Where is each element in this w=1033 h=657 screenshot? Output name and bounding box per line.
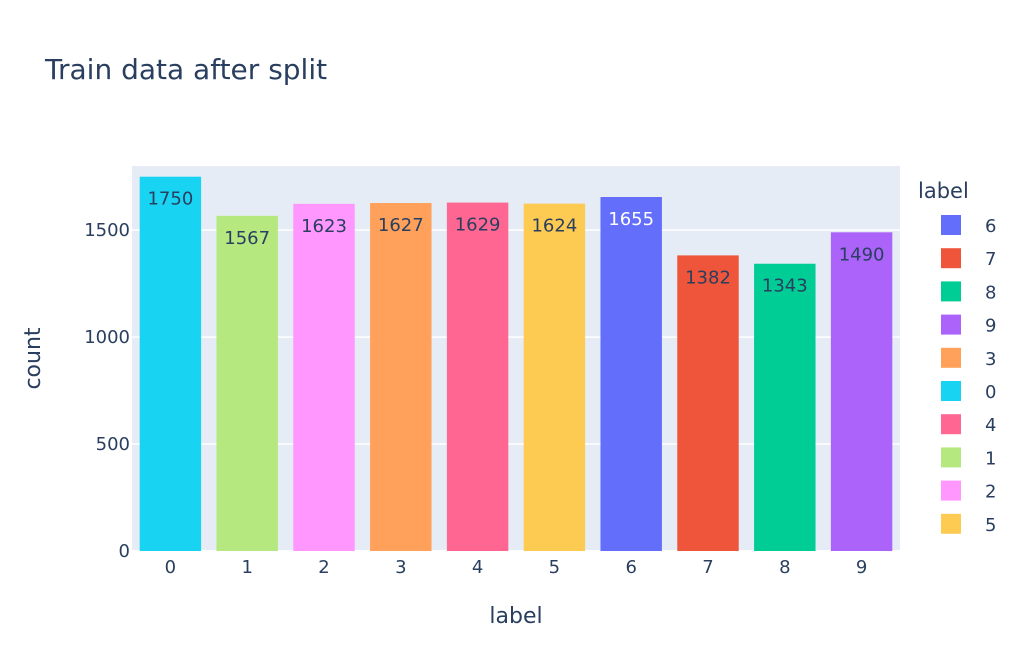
bar-value-label: 1623 [301,216,347,237]
bar-0[interactable] [139,176,202,551]
y-axis-ticks: 0 500 1000 1500 [84,220,130,562]
legend-item-6[interactable]: 6 [941,215,996,237]
legend-item-2[interactable]: 2 [941,480,996,503]
legend-label: 8 [985,282,996,303]
legend-item-7[interactable]: 7 [941,248,996,270]
legend-item-0[interactable]: 0 [941,381,996,403]
bar-4[interactable] [446,202,509,551]
bar-3[interactable] [370,203,432,551]
bar-value-label: 1629 [455,215,501,236]
legend-swatch [941,347,961,368]
bar-labels: 1750 1567 1623 1627 1629 1624 1655 1382 1343 1490 [147,189,884,297]
legend[interactable]: 6 7 8 9 3 0 4 1 2 5 [941,215,996,536]
legend-label: 5 [985,515,996,536]
bar-value-label: 1382 [685,267,731,288]
legend-label: 0 [985,382,996,403]
x-tick-label: 2 [318,557,329,578]
y-tick-label: 0 [119,541,130,562]
bars [139,176,893,552]
x-tick-label: 5 [549,557,560,578]
legend-item-1[interactable]: 1 [941,447,996,469]
legend-swatch [941,447,961,468]
legend-swatch [941,414,961,435]
x-tick-label: 0 [165,557,176,578]
x-tick-label: 6 [625,557,636,578]
legend-title: label [918,179,969,203]
x-axis-ticks: 0 1 2 3 4 5 6 7 8 9 [165,557,868,578]
x-tick-label: 3 [395,557,406,578]
x-tick-label: 4 [472,557,483,578]
bar-value-label: 1750 [147,189,193,210]
y-tick-label: 1500 [84,220,130,241]
y-tick-label: 500 [96,434,130,455]
legend-label: 9 [985,316,996,337]
bar-2[interactable] [293,203,355,551]
x-tick-label: 9 [856,557,867,578]
legend-swatch [941,248,961,269]
bar-value-label: 1567 [224,228,270,249]
x-tick-label: 8 [779,557,790,578]
legend-label: 2 [985,482,996,503]
legend-item-4[interactable]: 4 [941,414,996,436]
bar-9[interactable] [830,232,893,552]
bar-value-label: 1490 [839,244,885,265]
x-axis-title: label [489,604,542,629]
legend-label: 6 [985,216,996,237]
bar-value-label: 1655 [608,209,654,230]
legend-swatch [941,314,961,335]
bar-value-label: 1343 [762,276,808,297]
x-tick-label: 1 [241,557,252,578]
bar-5[interactable] [523,203,586,551]
legend-label: 3 [985,349,996,370]
legend-item-8[interactable]: 8 [941,281,996,303]
legend-item-5[interactable]: 5 [941,513,996,536]
legend-swatch [941,513,961,534]
chart-title: Train data after split [44,53,327,86]
legend-swatch [941,215,961,235]
legend-item-9[interactable]: 9 [941,314,996,337]
bar-value-label: 1627 [378,215,424,236]
legend-label: 4 [985,415,996,436]
legend-label: 1 [985,448,996,469]
bar-6[interactable] [600,197,662,551]
legend-item-3[interactable]: 3 [941,347,996,370]
legend-swatch [941,281,961,302]
x-tick-label: 7 [702,557,713,578]
bar-1[interactable] [216,215,278,551]
legend-swatch [941,480,961,501]
legend-swatch [941,381,961,401]
bar-7[interactable] [677,255,739,551]
y-tick-label: 1000 [84,327,130,348]
bar-value-label: 1624 [531,216,577,237]
y-axis-title: count [21,327,46,389]
legend-label: 7 [985,249,996,270]
bar-8[interactable] [754,263,816,551]
